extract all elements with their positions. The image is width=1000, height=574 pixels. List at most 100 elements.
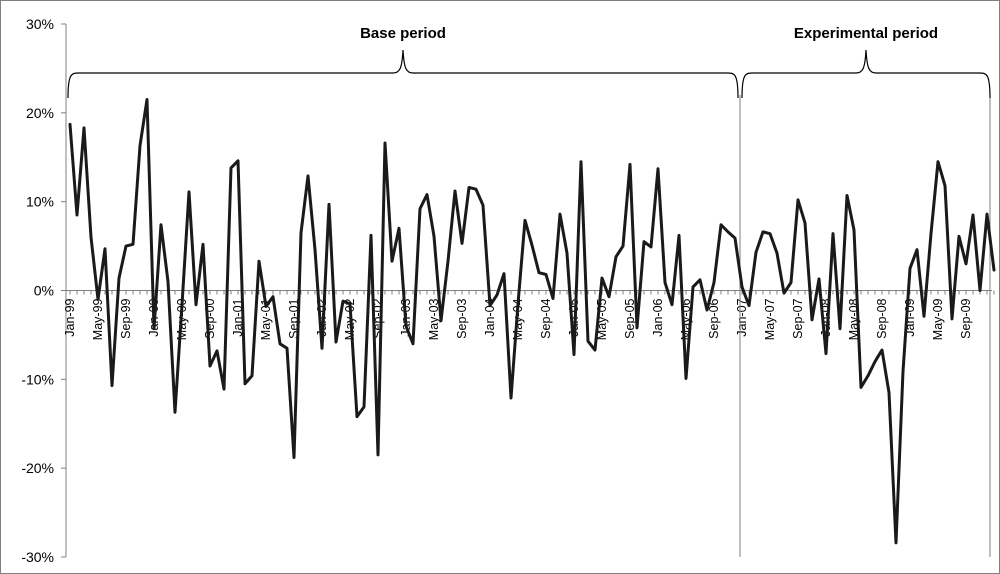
data-point (384, 142, 386, 144)
data-point (762, 231, 764, 233)
data-point (440, 320, 442, 322)
data-point (160, 224, 162, 226)
data-point (237, 160, 239, 162)
data-point (489, 304, 491, 306)
data-point (258, 260, 260, 262)
base-period-bracket (67, 49, 739, 99)
data-point (671, 304, 673, 306)
data-point (153, 327, 155, 329)
base-period-label: Base period (360, 25, 446, 42)
data-point (335, 341, 337, 343)
data-point (993, 269, 995, 271)
data-point (895, 542, 897, 544)
data-point (797, 199, 799, 201)
data-point (587, 340, 589, 342)
data-point (118, 277, 120, 279)
data-point (580, 160, 582, 162)
x-tick-label: May-99 (91, 298, 105, 340)
data-point (181, 304, 183, 306)
data-point (202, 243, 204, 245)
data-point (244, 383, 246, 385)
data-point (412, 343, 414, 345)
data-point (552, 297, 554, 299)
data-point (860, 386, 862, 388)
data-point (272, 296, 274, 298)
data-point (146, 98, 148, 100)
data-point (937, 160, 939, 162)
data-point (888, 391, 890, 393)
x-tick-label: Sep-07 (791, 298, 805, 338)
data-point (811, 319, 813, 321)
data-point (601, 277, 603, 279)
data-point (125, 245, 127, 247)
series-group (68, 98, 996, 545)
y-tick-label: 10% (26, 194, 54, 210)
data-point (832, 232, 834, 234)
data-point (363, 406, 365, 408)
experimental-period-bracket (741, 49, 991, 99)
data-point (629, 163, 631, 165)
data-point (846, 194, 848, 196)
data-point (783, 292, 785, 294)
x-tick-label: May-03 (427, 298, 441, 340)
data-point (328, 203, 330, 205)
data-point (265, 305, 267, 307)
data-point (314, 248, 316, 250)
data-point (342, 300, 344, 302)
data-point (804, 222, 806, 224)
data-point (706, 309, 708, 311)
data-point (923, 315, 925, 317)
data-point (286, 347, 288, 349)
experimental-period-label: Experimental period (794, 25, 938, 42)
data-point (279, 343, 281, 345)
data-point (692, 286, 694, 288)
y-tick-label: -10% (21, 371, 54, 387)
data-point (755, 251, 757, 253)
data-point (545, 273, 547, 275)
data-point (503, 272, 505, 274)
data-point (419, 208, 421, 210)
data-point (426, 193, 428, 195)
data-point (622, 245, 624, 247)
data-point (608, 296, 610, 298)
data-point (307, 175, 309, 177)
data-point (818, 278, 820, 280)
data-point (566, 252, 568, 254)
data-point (958, 235, 960, 237)
data-point (90, 236, 92, 238)
data-point (538, 272, 540, 274)
data-point (874, 360, 876, 362)
y-tick-label: -30% (21, 549, 54, 565)
data-point (678, 234, 680, 236)
data-point (139, 145, 141, 147)
data-point (685, 377, 687, 379)
data-point (790, 281, 792, 283)
data-point (216, 350, 218, 352)
data-point (657, 168, 659, 170)
data-point (174, 411, 176, 413)
x-tick-label: Jan-99 (63, 298, 77, 336)
x-tick-label: Sep-06 (707, 298, 721, 338)
data-point (979, 289, 981, 291)
x-tick-label: Sep-03 (455, 298, 469, 338)
data-point (195, 304, 197, 306)
data-point (461, 242, 463, 244)
y-tick-label: 0% (34, 283, 54, 299)
data-point (531, 244, 533, 246)
data-point (769, 232, 771, 234)
data-point (111, 384, 113, 386)
data-point (650, 246, 652, 248)
x-tick-label: Sep-99 (119, 298, 133, 338)
data-point (615, 256, 617, 258)
x-axis: Jan-99 May-99 Sep-99 Jan-00 May-00 Sep-00 Jan-… (63, 290, 995, 340)
data-point (321, 347, 323, 349)
data-point (209, 365, 211, 367)
data-point (965, 263, 967, 265)
data-point (356, 415, 358, 417)
series-line (68, 98, 996, 545)
data-point (188, 191, 190, 193)
data-point (167, 280, 169, 282)
data-point (433, 235, 435, 237)
data-point (524, 219, 526, 221)
data-point (83, 127, 85, 129)
